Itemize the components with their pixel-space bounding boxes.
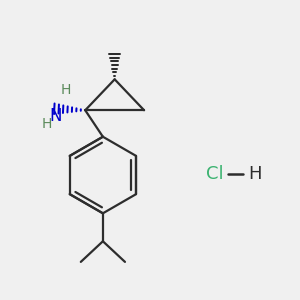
Text: N: N [50,107,62,125]
Text: Cl: Cl [206,165,224,183]
Text: H: H [61,83,71,97]
Text: H: H [42,117,52,131]
Text: H: H [248,165,261,183]
